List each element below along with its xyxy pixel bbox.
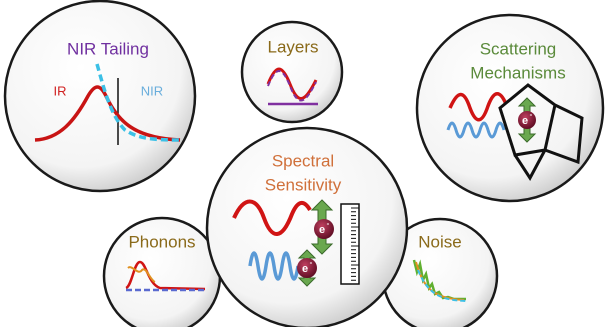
title: Spectral <box>272 151 334 170</box>
title: Layers <box>267 37 318 56</box>
phonons-bubble: Phonons <box>104 218 220 327</box>
layers-bubble: Layers <box>242 22 342 122</box>
electron-charge: - <box>310 258 313 267</box>
title: Sensitivity <box>265 175 342 194</box>
electron-charge: - <box>327 219 330 228</box>
diagram: NIR Tailing IR NIR Layers Scattering Mec… <box>0 0 606 327</box>
title: NIR Tailing <box>67 39 149 58</box>
electron-charge: - <box>530 110 533 119</box>
bubble <box>5 1 195 191</box>
spectral-bubble: Spectral Sensitivity e - e - <box>207 128 407 327</box>
electron-symbol: e <box>302 263 308 275</box>
title: Scattering <box>480 39 557 58</box>
region-label: IR <box>54 83 67 98</box>
scattering-bubble: Scattering Mechanisms e - <box>417 15 603 201</box>
electron-symbol: e <box>319 224 325 236</box>
electron-symbol: e <box>522 115 528 127</box>
title: Phonons <box>128 232 195 251</box>
region-label: NIR <box>141 83 163 98</box>
nir-tailing-bubble: NIR Tailing IR NIR <box>5 1 195 191</box>
title: Noise <box>418 232 461 251</box>
ruler <box>341 204 359 284</box>
title: Mechanisms <box>470 63 565 82</box>
